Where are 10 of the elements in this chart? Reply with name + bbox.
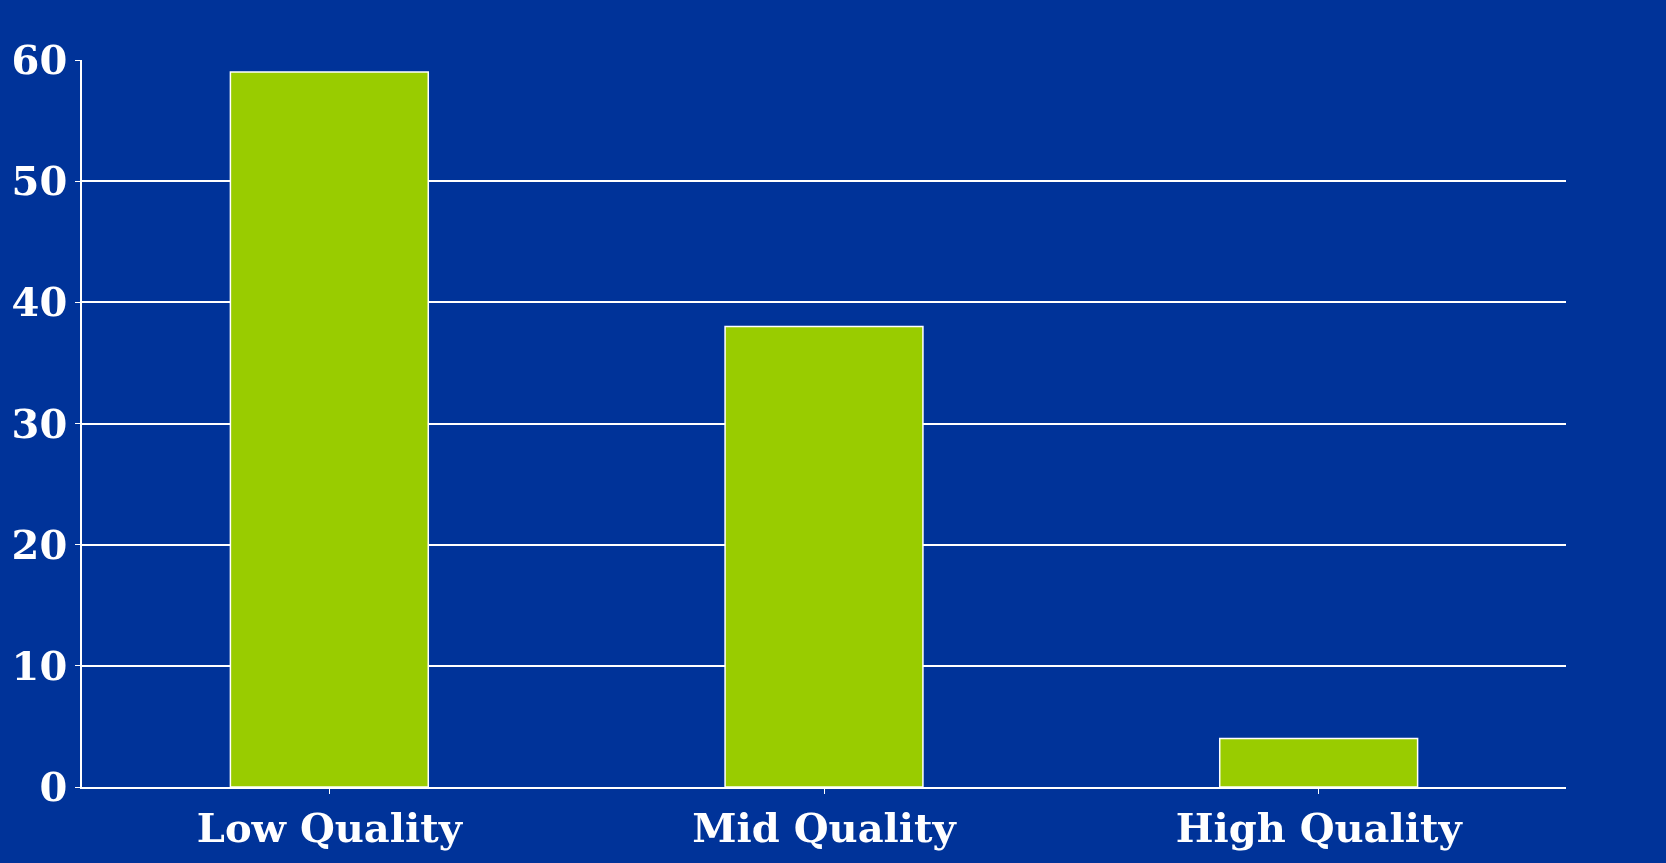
y-tick-label: 10 xyxy=(11,641,68,689)
y-tick-label: 20 xyxy=(11,520,68,568)
y-tick-label: 0 xyxy=(39,763,68,810)
x-tick-label: Mid Quality xyxy=(692,803,958,851)
x-tick-label: Low Quality xyxy=(196,803,464,851)
x-tick-label: High Quality xyxy=(1175,803,1464,851)
y-tick-label: 50 xyxy=(11,157,68,205)
y-tick-label: 40 xyxy=(11,278,68,326)
y-tick-label: 60 xyxy=(11,36,68,83)
y-tick-label: 30 xyxy=(11,399,68,447)
